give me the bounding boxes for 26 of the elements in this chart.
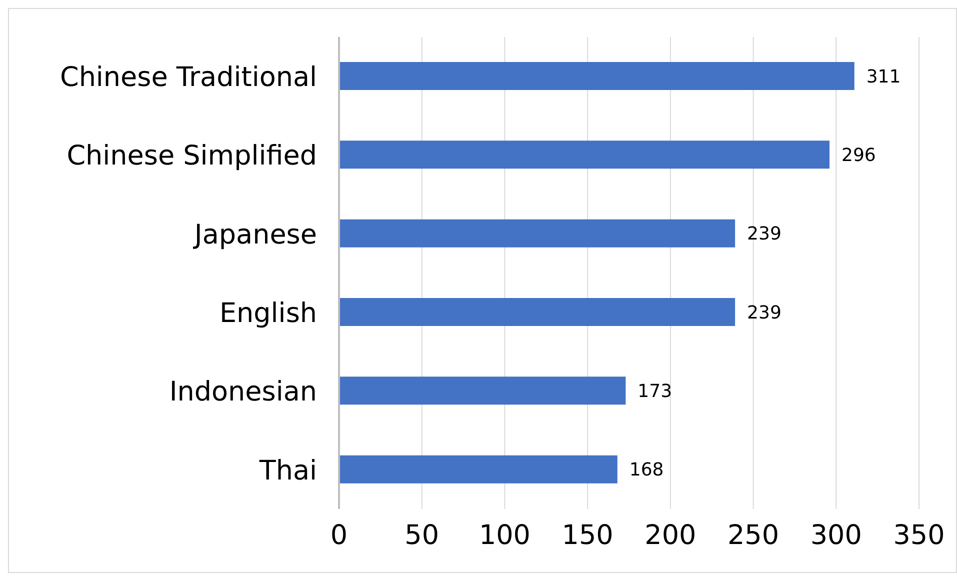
x-tick-label: 300 bbox=[810, 520, 862, 552]
y-tick-label: English bbox=[220, 298, 317, 329]
x-tick-label: 0 bbox=[330, 520, 348, 552]
bar bbox=[339, 219, 736, 248]
y-tick-label: Chinese Traditional bbox=[60, 62, 317, 93]
data-label: 168 bbox=[629, 460, 664, 481]
data-label: 296 bbox=[842, 145, 876, 166]
x-tick-label: 200 bbox=[644, 520, 696, 552]
bar bbox=[339, 455, 618, 484]
x-tick-label: 150 bbox=[562, 520, 614, 552]
data-label: 239 bbox=[747, 224, 782, 245]
y-tick-label: Indonesian bbox=[169, 376, 317, 408]
data-label: 239 bbox=[747, 302, 782, 324]
y-tick-label: Thai bbox=[258, 455, 317, 486]
x-tick-label: 250 bbox=[728, 520, 780, 552]
y-tick-label: Chinese Simplified bbox=[66, 140, 317, 172]
x-tick-label: 100 bbox=[478, 520, 530, 552]
bar bbox=[339, 62, 854, 90]
x-tick-label: 350 bbox=[893, 520, 945, 552]
x-tick-label: 50 bbox=[404, 520, 440, 552]
bar bbox=[339, 140, 830, 169]
bar bbox=[339, 376, 626, 405]
y-tick-label: Japanese bbox=[192, 219, 317, 250]
data-label: 173 bbox=[638, 381, 672, 402]
data-label: 311 bbox=[866, 66, 901, 88]
bar bbox=[339, 298, 736, 326]
